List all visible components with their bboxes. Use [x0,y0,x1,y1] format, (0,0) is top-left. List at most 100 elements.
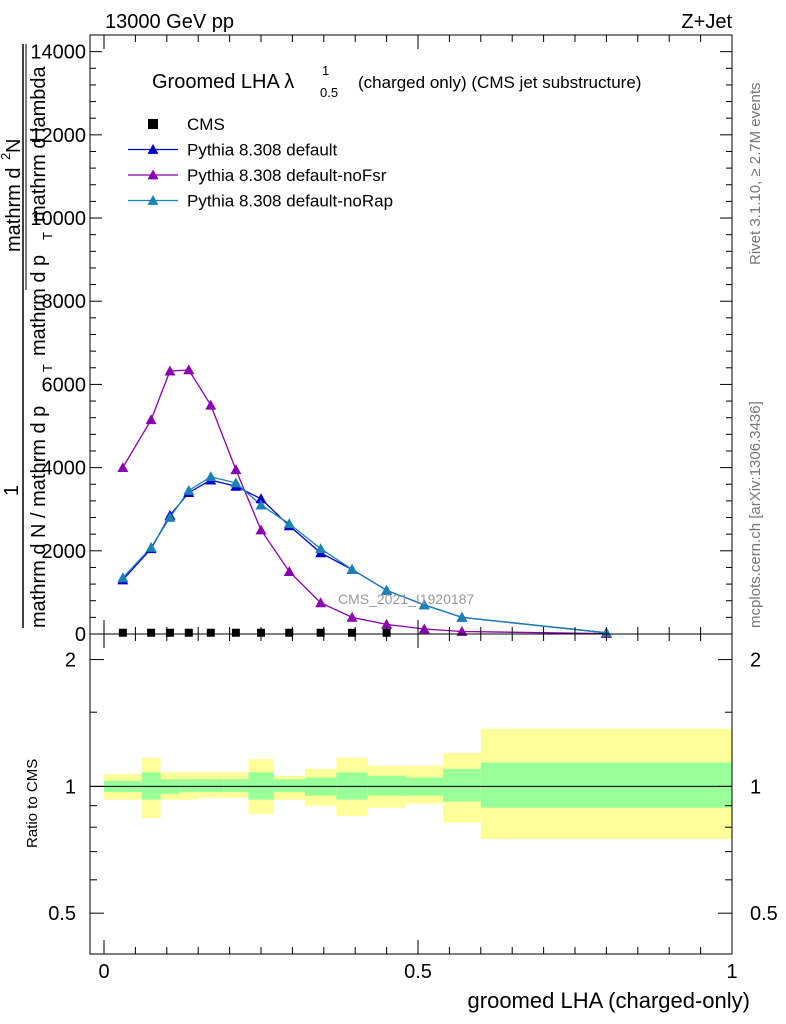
ylabel-inner-denominator: mathrm d p [28,255,50,356]
series-line-noRap [122,476,607,634]
cms-data-point [206,628,215,637]
title-suffix: (charged only) (CMS jet substructure) [358,73,641,92]
point-noRap [164,512,176,522]
main-y-tick-label: 14000 [30,42,86,64]
legend-label-cms: CMS [187,115,225,134]
ylabel-denominator-sub: T [40,364,55,372]
ratio-x-tick-label: 0.5 [404,961,432,983]
point-noRap [255,499,267,510]
point-noFsr [315,597,327,608]
header-process: Z+Jet [681,11,732,33]
main-x-ticks [103,35,733,634]
point-noFsr [381,618,393,629]
legend-label-noFsr: Pythia 8.308 default-noFsr [187,166,387,185]
point-noRap [283,518,295,529]
ratio-y-tick-label: 2 [65,650,76,672]
ylabel-numerator-sup: 2 [0,153,13,160]
main-y-tick-label: 8000 [42,291,87,313]
point-noRap [183,484,195,495]
point-noFsr [346,611,358,622]
ratio-x-label: groomed LHA (charged-only) [468,988,750,1013]
main-y-tick-label: 10000 [30,208,86,230]
title-sup: 1 [322,63,329,78]
cms-data-point [316,628,325,637]
point-noRap [418,599,430,610]
point-noRap [145,541,157,552]
chart-title: Groomed LHA λ 1 0.5 (charged only) (CMS … [152,63,641,100]
main-y-tick-label: 2000 [42,541,87,563]
ratio-inner-band [443,768,481,802]
legend-label-noRap: Pythia 8.308 default-noRap [187,192,393,211]
ratio-x-tick-label: 1 [726,961,737,983]
ratio-y-axis: 0.5 0.5 1 1 2 2 [48,650,778,926]
ratio-y-tick-label: 1 [65,776,76,798]
ratio-frame [89,633,733,955]
ylabel-inner-denominator-tail: mathrm d lambda [28,66,50,222]
point-noFsr [283,566,295,577]
ylabel-inner-denominator-sub: T [40,232,55,240]
ratio-inner-band [198,779,224,792]
cms-data-point [118,628,127,637]
ratio-y-label: Ratio to CMS [24,759,41,848]
ratio-bands [104,728,732,840]
ratio-y-tick-label-right: 0.5 [750,903,778,925]
cms-data-point [231,628,240,637]
main-y-tick-label: 12000 [30,125,86,147]
point-noFsr [418,623,430,634]
main-panel: 0 2000 4000 6000 8000 10000 12000 14000 [30,34,733,646]
point-noRap [117,572,129,583]
title-main: Groomed LHA λ [152,71,294,93]
ratio-inner-band [179,779,199,792]
ratio-y-tick-label-right: 2 [750,650,761,672]
ratio-x-tick-label: 0 [98,961,109,983]
point-noRap [346,564,358,574]
main-y-tick-label: 4000 [42,458,87,480]
point-noRap [230,477,242,488]
legend: CMS Pythia 8.308 default Pythia 8.308 defa… [128,115,393,211]
point-noFsr [117,462,129,473]
main-y-tick-label: 0 [75,624,86,646]
legend-label-default: Pythia 8.308 default [187,141,338,160]
ylabel-numerator-tail: N [3,139,25,153]
point-noRap [381,584,393,595]
analysis-watermark: CMS_2021_I1920187 [338,591,474,607]
ratio-panel: 0.5 0.51 12 2 0 0.5 1 [48,633,778,983]
point-noFsr [230,464,242,475]
point-noFsr [183,364,195,375]
cms-data-point [348,628,357,637]
cms-data-point [165,628,174,637]
cms-data-point [147,628,156,637]
legend-marker-cms [148,119,158,129]
legend-marker-noRap [147,195,159,205]
ratio-inner-band [273,779,305,792]
cms-data-point [285,628,294,637]
legend-marker-noFsr [147,169,159,180]
svg-text:Groomed LHA λ: Groomed LHA λ [152,71,294,93]
ratio-x-axis: 0 0.5 1 [98,634,738,983]
point-noFsr [145,414,157,425]
point-default [255,493,267,504]
point-noFsr [205,399,217,410]
cms-data-point [184,628,193,637]
point-noFsr [255,524,267,535]
ratio-inner-band [480,762,732,808]
ratio-y-tick-label-right: 1 [750,776,761,798]
point-noRap [205,471,217,482]
ratio-inner-band [223,779,249,792]
rivet-version-label: Rivet 3.1.10, ≥ 2.7M events [747,83,764,266]
ylabel-denominator: mathrm d N / mathrm d p [28,406,50,628]
title-sub: 0.5 [320,85,338,100]
main-y-tick-label: 6000 [42,374,87,396]
main-y-label: 1 mathrm d N / mathrm d p T mathrm d 2 N… [0,44,55,628]
point-noFsr [164,365,176,376]
point-noFsr [456,626,468,636]
series-line-default [122,479,607,634]
point-noRap [456,611,468,622]
mcplots-label: mcplots.cern.ch [arXiv:1306.3436] [747,401,764,628]
ylabel-numerator: mathrm d [3,168,25,252]
header-energy: 13000 GeV pp [105,11,234,33]
ylabel-one: 1 [1,485,23,496]
main-y-axis: 0 2000 4000 6000 8000 10000 12000 14000 [30,34,732,646]
ratio-y-tick-label: 0.5 [48,903,76,925]
